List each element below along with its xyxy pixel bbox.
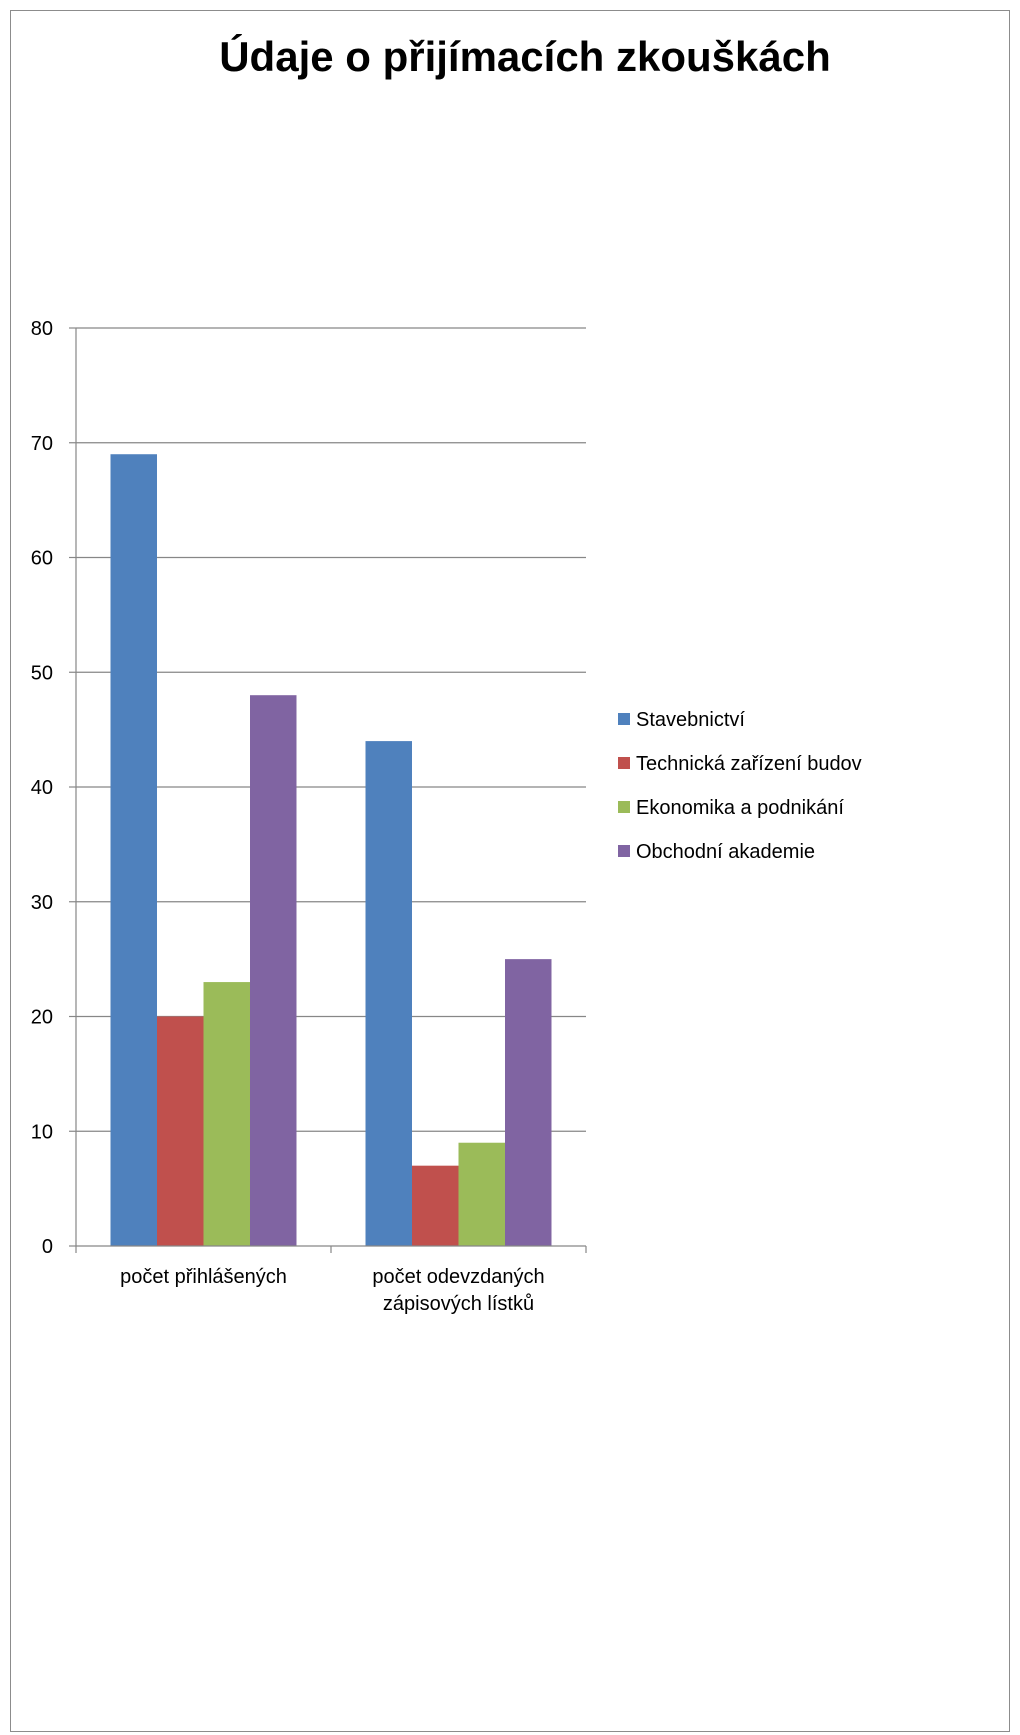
bar-technická-zařízení-budov-0 [157, 1016, 204, 1246]
y-tick-label: 70 [31, 433, 53, 455]
legend-swatch [618, 845, 630, 857]
chart-frame: Údaje o přijímacích zkouškách 0 10 20 30 40 5… [10, 10, 1010, 1732]
legend-label: Stavebnictví [636, 709, 745, 731]
legend-swatch [618, 713, 630, 725]
bar-technická-zařízení-budov-1 [412, 1165, 459, 1246]
y-tick-label: 50 [31, 662, 53, 684]
y-tick-label: 30 [31, 892, 53, 914]
y-tick-label: 0 [42, 1236, 53, 1258]
y-tick-label: 20 [31, 1007, 53, 1029]
legend: Stavebnictví Technická zařízení budov Ekon… [618, 709, 862, 863]
bar-obchodní-akademie-0 [250, 695, 297, 1246]
x-category-label: zápisových lístků [383, 1293, 534, 1315]
bar-obchodní-akademie-1 [505, 959, 552, 1246]
bar-stavebnictví-0 [110, 454, 157, 1247]
legend-swatch [618, 757, 630, 769]
bar-chart: Údaje o přijímacích zkouškách 0 10 20 30 40 5… [31, 32, 862, 1315]
y-tick-label: 40 [31, 777, 53, 799]
bar-ekonomika-a-podnikání-0 [203, 982, 250, 1246]
legend-label: Technická zařízení budov [636, 753, 862, 775]
x-category-label: počet přihlášených [120, 1266, 287, 1288]
axes: 0 10 20 30 40 50 60 70 80 počet přihlášených počet… [31, 318, 587, 1315]
y-tick-label: 60 [31, 548, 53, 570]
chart-title: Údaje o přijímacích zkouškách [219, 32, 831, 80]
x-category-label: počet odevzdaných [372, 1266, 544, 1288]
bar-stavebnictví-1 [365, 741, 412, 1246]
bars [110, 454, 552, 1247]
legend-swatch [618, 801, 630, 813]
legend-label: Obchodní akademie [636, 841, 815, 863]
y-tick-label: 80 [31, 318, 53, 340]
y-tick-label: 10 [31, 1121, 53, 1143]
bar-ekonomika-a-podnikání-1 [458, 1142, 505, 1246]
legend-label: Ekonomika a podnikání [636, 797, 844, 819]
